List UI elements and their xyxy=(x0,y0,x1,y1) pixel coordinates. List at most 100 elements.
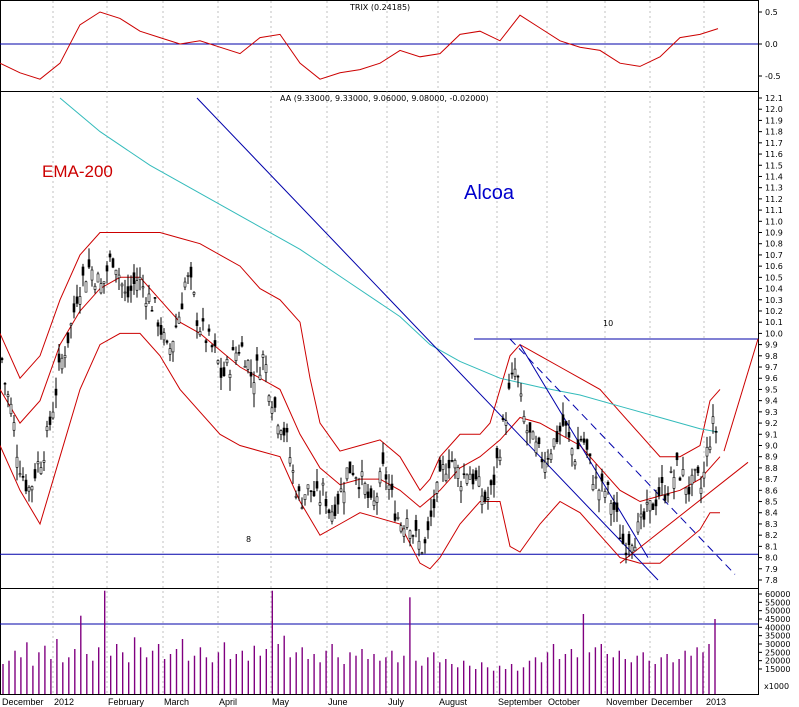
candle-body xyxy=(159,325,163,335)
price-candle xyxy=(297,483,301,501)
price-candle xyxy=(9,397,13,417)
candle-body xyxy=(654,499,658,507)
candle-body xyxy=(9,403,13,415)
price-candle xyxy=(654,489,658,516)
candle-body xyxy=(312,491,316,497)
candle-body xyxy=(630,545,634,553)
price-candle xyxy=(480,488,484,514)
candle-body xyxy=(642,511,646,520)
price-candle xyxy=(411,534,415,544)
price-candle xyxy=(678,476,682,481)
upper-band-line xyxy=(0,232,721,492)
candle-body xyxy=(288,457,292,464)
candle-body xyxy=(141,286,145,289)
candle-body xyxy=(81,266,85,276)
price-candle xyxy=(345,467,349,482)
candle-body xyxy=(690,474,694,485)
candle-body xyxy=(351,472,355,475)
candle-body xyxy=(405,518,409,528)
x-axis-tick: 2013 xyxy=(706,697,726,707)
price-candle xyxy=(21,467,25,482)
price-axis-tick: 8.8 xyxy=(765,464,778,473)
candle-body xyxy=(390,483,394,490)
candle-body xyxy=(438,459,442,472)
candle-body xyxy=(471,473,475,485)
price-candle xyxy=(207,324,211,336)
price-candle xyxy=(141,274,145,298)
price-candle xyxy=(243,360,247,368)
price-candle xyxy=(153,296,157,304)
price-candle xyxy=(585,438,589,458)
candle-body xyxy=(681,469,685,476)
candle-body xyxy=(198,331,202,336)
candle-body xyxy=(285,427,289,433)
price-candle xyxy=(402,525,406,543)
candle-body xyxy=(24,479,28,492)
candle-body xyxy=(357,487,361,490)
price-candle xyxy=(360,459,364,486)
price-candle xyxy=(549,448,553,464)
price-candle xyxy=(228,369,232,391)
price-candle xyxy=(453,458,457,479)
candle-body xyxy=(612,502,616,510)
price-candle xyxy=(174,313,178,329)
price-candle xyxy=(159,317,163,340)
candle-body xyxy=(492,474,496,485)
candle-body xyxy=(417,540,421,550)
price-axis-tick: 8.5 xyxy=(765,498,778,507)
candle-body xyxy=(213,340,217,347)
price-candle xyxy=(102,281,106,294)
candle-body xyxy=(600,473,604,482)
price-candle xyxy=(99,278,103,295)
candle-body xyxy=(48,416,52,425)
price-axis-tick: 10.0 xyxy=(765,329,783,338)
trendline-uptrend-support xyxy=(619,461,749,564)
candle-body xyxy=(663,494,667,501)
candle-body xyxy=(42,460,46,463)
price-axis-tick: 9.2 xyxy=(765,419,778,428)
candle-body xyxy=(183,281,187,288)
price-candle xyxy=(363,481,367,499)
candle-body xyxy=(534,441,538,453)
candle-body xyxy=(366,491,370,498)
candle-body xyxy=(615,502,619,512)
price-candle xyxy=(495,445,499,469)
candle-body xyxy=(657,487,661,497)
price-axis-tick: 11.7 xyxy=(765,139,783,148)
trix-axis-tick: 0.0 xyxy=(765,40,778,49)
candle-body xyxy=(408,530,412,539)
price-candle xyxy=(390,474,394,498)
candle-body xyxy=(30,486,34,491)
price-candle xyxy=(105,261,109,284)
price-candle xyxy=(507,373,511,391)
price-candle xyxy=(447,449,451,479)
price-candle xyxy=(684,487,688,504)
trix-header: TRIX (0.24185) xyxy=(349,3,410,12)
price-candle xyxy=(705,436,709,467)
price-candle xyxy=(606,480,610,495)
candle-body xyxy=(156,322,160,327)
price-candle xyxy=(282,421,286,443)
price-candle xyxy=(72,295,76,319)
candle-body xyxy=(495,448,499,459)
price-axis-tick: 11.0 xyxy=(765,217,783,226)
price-candle xyxy=(483,489,487,504)
trendline-channel-upper xyxy=(509,338,736,575)
candle-body xyxy=(246,360,250,370)
price-candle xyxy=(318,490,322,515)
price-axis-tick: 10.8 xyxy=(765,240,783,249)
candle-body xyxy=(75,296,79,304)
price-candle xyxy=(177,311,181,324)
candle-body xyxy=(633,546,637,552)
x-axis-tick: August xyxy=(439,697,468,707)
candle-body xyxy=(510,372,514,375)
candle-body xyxy=(651,503,655,510)
price-candle xyxy=(198,327,202,337)
price-candle xyxy=(501,414,505,422)
candle-body xyxy=(567,432,571,438)
price-axis-tick: 12.1 xyxy=(765,94,783,103)
candle-body xyxy=(402,528,406,537)
candle-body xyxy=(573,461,577,466)
price-axis-tick: 11.3 xyxy=(765,184,783,193)
